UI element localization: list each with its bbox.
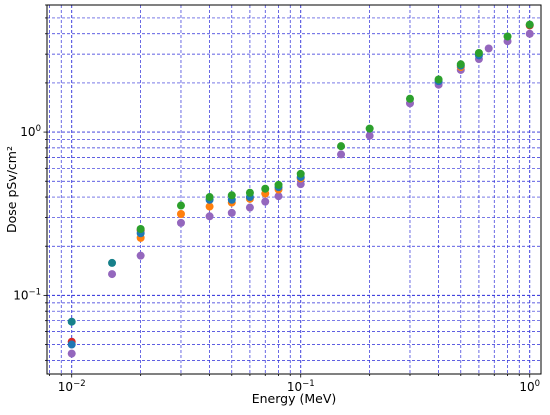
data-point — [484, 44, 493, 53]
data-point — [456, 60, 465, 69]
y-axis-title: Dose pSv/cm² — [4, 146, 19, 233]
data-point — [67, 340, 76, 349]
data-point — [205, 193, 214, 202]
data-point — [405, 94, 414, 103]
data-point — [296, 169, 305, 178]
data-point — [108, 258, 117, 267]
data-point — [227, 208, 236, 217]
data-point — [227, 191, 236, 200]
data-point — [337, 142, 346, 151]
x-tick-label: 10−2 — [58, 379, 86, 394]
data-point — [108, 270, 117, 279]
y-tick-label: 10−1 — [13, 287, 41, 302]
plot-frame — [46, 4, 542, 375]
data-point — [365, 124, 374, 133]
data-point — [434, 75, 443, 84]
data-point — [296, 180, 305, 189]
data-point — [474, 48, 483, 57]
plot-area — [47, 5, 541, 374]
data-point — [261, 184, 270, 193]
data-point — [176, 218, 185, 227]
data-point — [176, 201, 185, 210]
data-point — [525, 29, 534, 38]
data-point — [245, 203, 254, 212]
data-point — [136, 251, 145, 260]
y-tick-label: 100 — [20, 124, 41, 139]
grid-lines — [47, 4, 541, 374]
x-tick-label: 10−1 — [287, 379, 315, 394]
data-point — [337, 150, 346, 159]
data-point — [274, 180, 283, 189]
data-series — [136, 20, 534, 233]
data-point — [245, 188, 254, 197]
data-point — [205, 202, 214, 211]
data-point — [525, 20, 534, 29]
data-point — [261, 197, 270, 206]
data-point — [274, 192, 283, 201]
axis-ticks — [43, 4, 531, 378]
x-tick-label: 100 — [519, 379, 540, 394]
x-axis-title: Energy (MeV) — [252, 391, 337, 406]
data-point — [136, 224, 145, 233]
data-point — [205, 212, 214, 221]
data-point — [67, 349, 76, 358]
data-point — [503, 32, 512, 41]
data-point — [176, 209, 185, 218]
data-point — [365, 131, 374, 140]
data-series — [67, 258, 117, 326]
data-point — [67, 317, 76, 326]
